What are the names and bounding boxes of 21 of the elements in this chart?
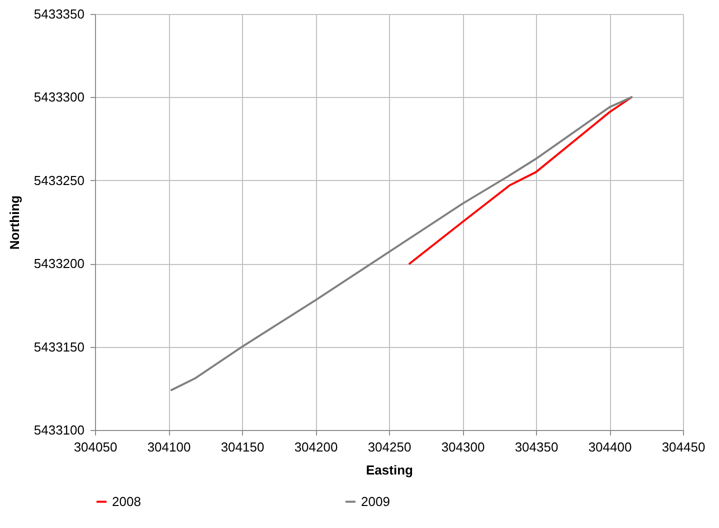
legend-label: 2009 [361, 494, 390, 509]
x-axis-title: Easting [366, 462, 414, 478]
x-tick-label: 304200 [294, 440, 338, 454]
x-tick-label: 304450 [662, 440, 706, 454]
x-tick-label: 304050 [74, 440, 118, 454]
x-tick-label: 304400 [588, 440, 632, 454]
x-tick-label: 304100 [147, 440, 191, 454]
x-tick-label: 304350 [514, 440, 558, 454]
line-series [170, 96, 633, 392]
y-tick-label: 5433200 [34, 256, 84, 272]
y-tick-label: 5433250 [34, 172, 84, 188]
x-tick-label: 304250 [368, 440, 412, 454]
legend-label: 2008 [112, 494, 141, 509]
line-series [408, 96, 633, 265]
x-tick-label: 304150 [220, 440, 264, 454]
y-axis-title: Northing [6, 195, 22, 250]
y-tick-label: 5433300 [34, 90, 84, 105]
y-tick-label: 5433150 [34, 339, 84, 354]
x-tick-label: 304300 [441, 440, 485, 454]
y-tick-label: 5433350 [34, 6, 84, 22]
y-tick-label: 5433100 [34, 422, 84, 438]
